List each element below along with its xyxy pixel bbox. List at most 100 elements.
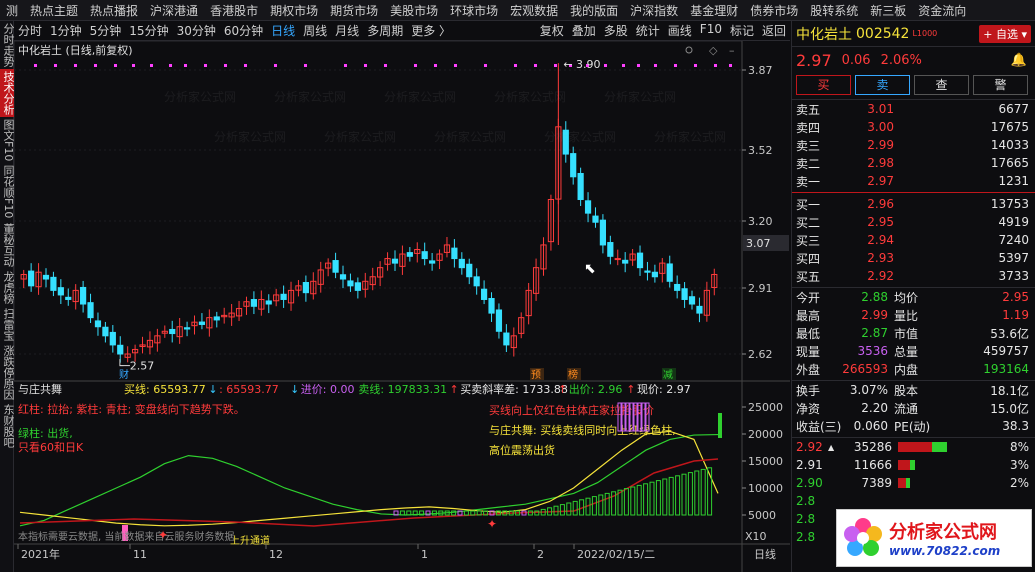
indicator-bar bbox=[406, 510, 412, 516]
top-nav-item[interactable]: 股转系统 bbox=[810, 3, 859, 18]
top-nav-item[interactable]: 我的版面 bbox=[570, 3, 619, 18]
top-nav-item[interactable]: 资金流向 bbox=[918, 3, 967, 18]
top-nav-item[interactable]: 债券市场 bbox=[750, 3, 799, 18]
chart-area[interactable]: 中化岩土 (日线,前复权) ◇ –3.87 3.52 3.20 2.91 2.62 3.07 ←… bbox=[14, 41, 790, 572]
left-nav-item[interactable]: 技术分析 bbox=[0, 69, 15, 117]
candle-body bbox=[369, 276, 376, 286]
signal-dot bbox=[244, 64, 247, 67]
period-tab[interactable]: 多周期 bbox=[367, 24, 404, 38]
top-nav-item[interactable]: 新三板 bbox=[870, 3, 907, 18]
top-nav-item[interactable]: 期货市场 bbox=[330, 3, 379, 18]
period-tab[interactable]: 1分钟 bbox=[50, 24, 82, 38]
candle-body bbox=[221, 314, 228, 318]
chart-tool-button[interactable]: 画线 bbox=[667, 24, 692, 38]
top-nav-item[interactable]: 宏观数据 bbox=[510, 3, 559, 18]
signal-dot bbox=[34, 64, 37, 67]
stat-value: 0.060 bbox=[853, 419, 888, 433]
stats-grid-2: 换手 3.07% 股本 18.1亿 净资 2.20 流通 15.0亿 收益(三) 0.060 PE(… bbox=[792, 381, 1035, 435]
settings-circle-icon[interactable] bbox=[685, 46, 693, 54]
candle-body bbox=[161, 330, 168, 334]
candle-body bbox=[414, 248, 421, 254]
top-nav-item[interactable]: 期权市场 bbox=[270, 3, 319, 18]
stat-label: 现量 bbox=[796, 344, 821, 359]
chart-tool-button[interactable]: 统计 bbox=[635, 24, 660, 38]
top-nav-item[interactable]: 美股市场 bbox=[390, 3, 439, 18]
x-axis-label: 1 bbox=[421, 548, 428, 561]
top-nav-item[interactable]: 基金理财 bbox=[690, 3, 739, 18]
candle-body bbox=[473, 276, 480, 287]
period-tab[interactable]: 更多 〉 bbox=[411, 24, 452, 38]
indicator-bar bbox=[489, 510, 495, 516]
candle-body bbox=[154, 335, 161, 344]
y-tick-label: 3.52 bbox=[748, 144, 773, 157]
trade-action-button[interactable]: 查 bbox=[914, 75, 969, 95]
order-level-label: 卖三 bbox=[796, 138, 821, 153]
indicator-bar bbox=[675, 475, 681, 516]
indicator-pink-bar bbox=[122, 525, 128, 541]
period-tab[interactable]: 周线 bbox=[303, 24, 328, 38]
period-tab[interactable]: 日线 bbox=[271, 24, 296, 38]
left-nav-item[interactable]: 图文F10 bbox=[2, 119, 15, 162]
top-nav-item[interactable]: 热点主题 bbox=[30, 3, 79, 18]
indicator-bar bbox=[598, 494, 604, 516]
left-nav-item[interactable]: 分时走势 bbox=[2, 23, 15, 67]
bell-icon[interactable]: 🔔 bbox=[1010, 52, 1027, 68]
stat-value: 1.19 bbox=[1002, 308, 1029, 322]
top-nav-item[interactable]: 沪深指数 bbox=[630, 3, 679, 18]
left-nav-item[interactable]: 东财股吧 bbox=[2, 403, 15, 448]
stat-value: 15.0亿 bbox=[990, 401, 1029, 416]
candle-body bbox=[674, 283, 681, 291]
period-tab[interactable]: 月线 bbox=[335, 24, 360, 38]
candle-body bbox=[666, 263, 673, 282]
candle-body bbox=[547, 199, 555, 243]
indicator-bar bbox=[566, 502, 572, 516]
stat-value: 2.87 bbox=[861, 326, 888, 340]
trade-action-button[interactable]: 警 bbox=[973, 75, 1028, 95]
top-nav-item[interactable]: 测 bbox=[6, 3, 19, 18]
chart-tool-button[interactable]: 叠加 bbox=[571, 24, 596, 38]
left-nav-item[interactable]: 董秘互动 bbox=[2, 222, 15, 267]
add-watchlist-button[interactable]: + 自选 ▾ bbox=[979, 24, 1031, 43]
order-book-row: 买三 2.94 7240 bbox=[792, 231, 1035, 249]
top-nav-item[interactable]: 环球市场 bbox=[450, 3, 499, 18]
chart-tool-button[interactable]: 多股 bbox=[603, 24, 628, 38]
watermark-text: 分析家公式网 bbox=[654, 129, 726, 144]
indicator-value: 出价: 2.96 bbox=[569, 382, 623, 396]
stat-label: 最低 bbox=[796, 326, 821, 341]
period-tab[interactable]: 30分钟 bbox=[176, 24, 216, 38]
top-nav-item[interactable]: 沪深港通 bbox=[150, 3, 199, 18]
buy-signal-star-icon: ✦ bbox=[487, 517, 497, 531]
chart-tool-button[interactable]: F10 bbox=[699, 22, 722, 36]
period-tab[interactable]: 15分钟 bbox=[129, 24, 169, 38]
indicator-last-bar bbox=[718, 413, 722, 438]
top-nav-item[interactable]: 热点播报 bbox=[90, 3, 139, 18]
period-tab[interactable]: 60分钟 bbox=[223, 24, 264, 38]
candle-body bbox=[176, 326, 183, 338]
trade-action-button[interactable]: 买 bbox=[796, 75, 851, 95]
stat-label: 换手 bbox=[796, 383, 821, 398]
chart-tool-button[interactable]: 返回 bbox=[761, 24, 786, 38]
left-nav-item[interactable]: 龙虎榜 bbox=[2, 270, 15, 304]
left-nav-item[interactable]: 涨跌停原因 bbox=[2, 344, 15, 400]
top-nav-item[interactable]: 香港股市 bbox=[210, 3, 259, 18]
period-tab[interactable]: 分时 bbox=[18, 24, 43, 38]
stat-value: 38.3 bbox=[1002, 419, 1029, 433]
kline-chart-svg[interactable]: 中化岩土 (日线,前复权) ◇ –3.87 3.52 3.20 2.91 2.62 3.07 ←… bbox=[14, 41, 790, 572]
period-tab[interactable]: 5分钟 bbox=[89, 24, 122, 38]
indicator-bar bbox=[419, 510, 425, 516]
stats-row: 最低 2.87 市值 53.6亿 bbox=[792, 324, 1035, 342]
left-nav-item[interactable]: 同花顺F10 bbox=[2, 165, 15, 219]
left-nav-item[interactable]: 扫雷宝 bbox=[2, 307, 15, 341]
chart-tool-button[interactable]: 标记 bbox=[729, 24, 754, 38]
watermark-text: 分析家公式网 bbox=[384, 89, 456, 104]
stat-label: 总量 bbox=[894, 344, 919, 359]
trade-action-button[interactable]: 卖 bbox=[855, 75, 910, 95]
indicator-bar bbox=[687, 472, 693, 516]
ind-y-tick-label: 5000 bbox=[748, 509, 776, 522]
candle-body bbox=[243, 301, 250, 307]
stat-value: 2.95 bbox=[1002, 290, 1029, 304]
candle-body bbox=[696, 305, 703, 314]
stat-value: 266593 bbox=[842, 362, 888, 376]
chart-tool-button[interactable]: 复权 bbox=[539, 24, 564, 38]
candle-body bbox=[703, 289, 710, 316]
